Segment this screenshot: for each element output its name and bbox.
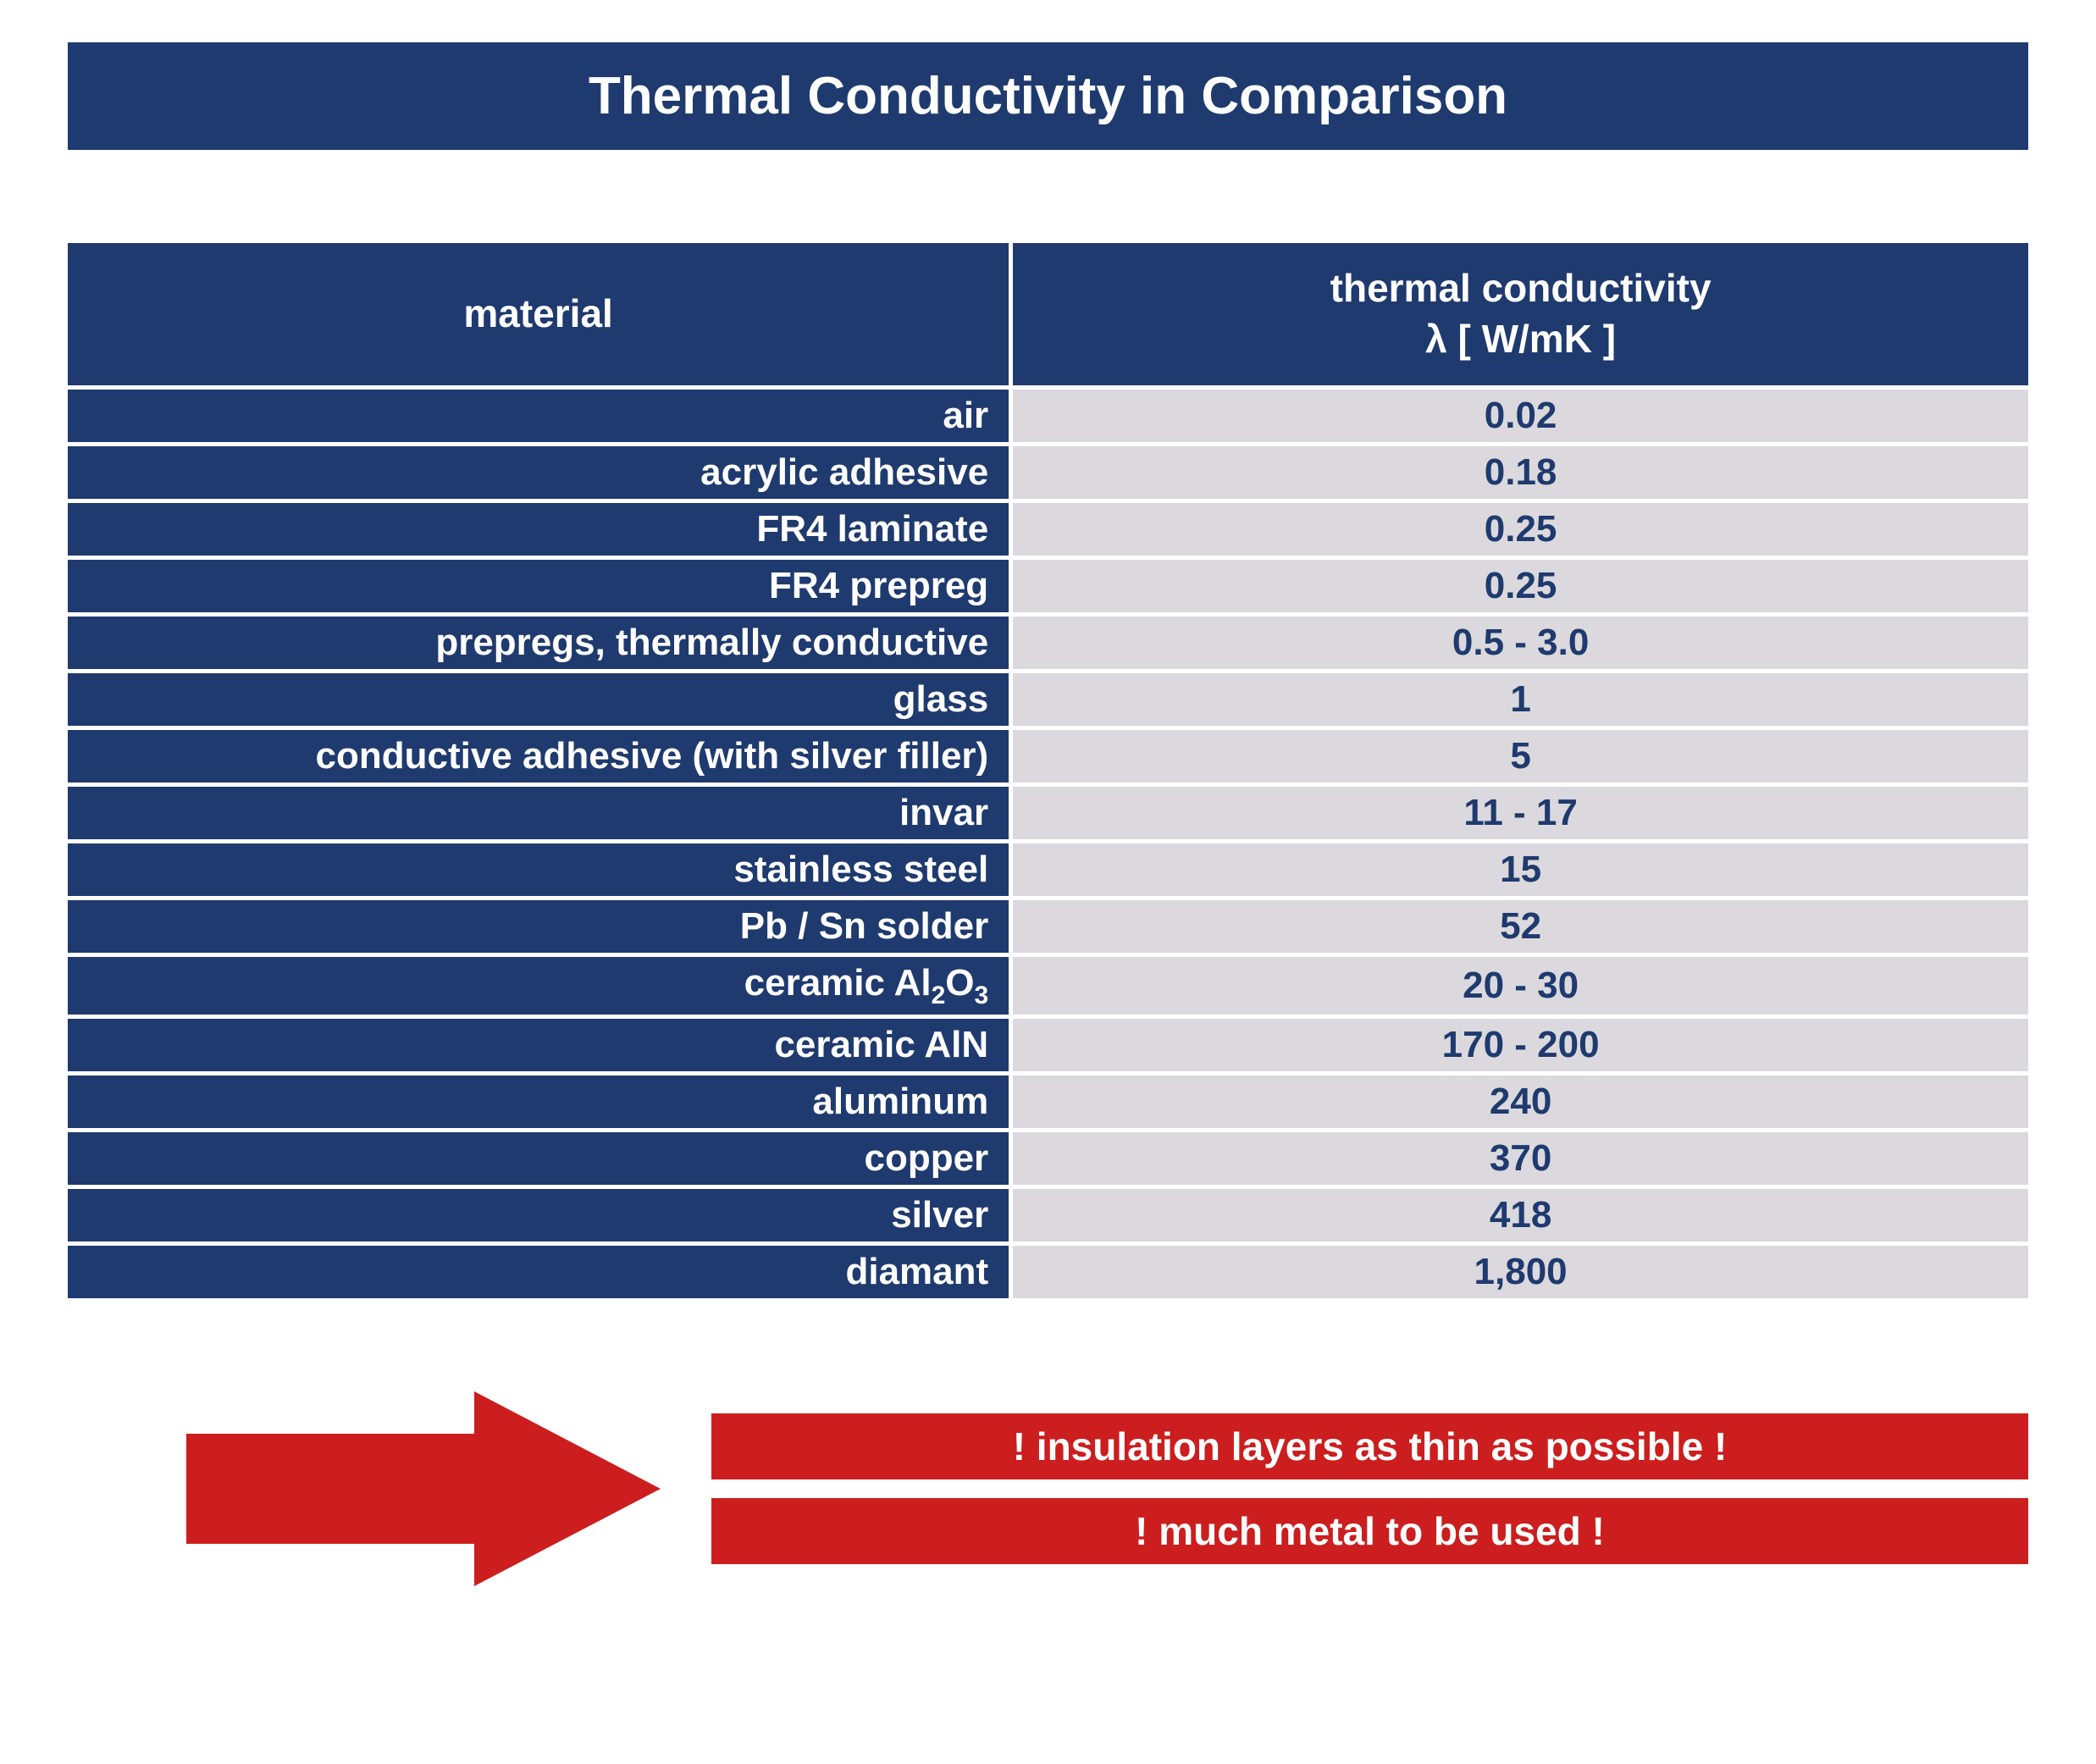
table-row: FR4 prepreg0.25 xyxy=(68,556,2028,612)
material-cell: glass xyxy=(68,669,1009,726)
table-row: ceramic Al2O320 - 30 xyxy=(68,953,2028,1015)
header-conductivity-line1: thermal conductivity xyxy=(1330,266,1712,310)
material-cell: Pb / Sn solder xyxy=(68,896,1009,953)
conductivity-table: material thermal conductivity λ [ W/mK ]… xyxy=(68,243,2028,1298)
value-cell: 0.25 xyxy=(1009,556,2028,612)
table-row: FR4 laminate0.25 xyxy=(68,499,2028,556)
callout-metal: ! much metal to be used ! xyxy=(711,1498,2028,1564)
table-body: air0.02acrylic adhesive0.18FR4 laminate0… xyxy=(68,385,2028,1299)
arrow-icon xyxy=(186,1391,661,1586)
material-cell: FR4 prepreg xyxy=(68,556,1009,612)
value-cell: 1,800 xyxy=(1009,1241,2028,1298)
material-cell: FR4 laminate xyxy=(68,499,1009,556)
material-cell: prepregs, thermally conductive xyxy=(68,612,1009,669)
table-row: air0.02 xyxy=(68,385,2028,442)
value-cell: 20 - 30 xyxy=(1009,953,2028,1015)
material-cell: copper xyxy=(68,1128,1009,1185)
value-cell: 1 xyxy=(1009,669,2028,726)
page-title: Thermal Conductivity in Comparison xyxy=(68,42,2028,150)
header-conductivity-line2: λ [ W/mK ] xyxy=(1425,317,1616,361)
value-cell: 240 xyxy=(1009,1071,2028,1128)
table-row: invar11 - 17 xyxy=(68,782,2028,839)
table-row: acrylic adhesive0.18 xyxy=(68,442,2028,499)
value-cell: 170 - 200 xyxy=(1009,1015,2028,1071)
material-cell: aluminum xyxy=(68,1071,1009,1128)
value-cell: 0.5 - 3.0 xyxy=(1009,612,2028,669)
conductivity-table-container: material thermal conductivity λ [ W/mK ]… xyxy=(68,243,2028,1298)
material-cell: silver xyxy=(68,1185,1009,1241)
material-cell: acrylic adhesive xyxy=(68,442,1009,499)
table-row: stainless steel15 xyxy=(68,839,2028,896)
value-cell: 52 xyxy=(1009,896,2028,953)
material-cell: ceramic AlN xyxy=(68,1015,1009,1071)
value-cell: 5 xyxy=(1009,726,2028,782)
table-row: Pb / Sn solder52 xyxy=(68,896,2028,953)
value-cell: 11 - 17 xyxy=(1009,782,2028,839)
table-row: diamant1,800 xyxy=(68,1241,2028,1298)
table-row: prepregs, thermally conductive0.5 - 3.0 xyxy=(68,612,2028,669)
value-cell: 0.25 xyxy=(1009,499,2028,556)
table-row: ceramic AlN170 - 200 xyxy=(68,1015,2028,1071)
value-cell: 15 xyxy=(1009,839,2028,896)
material-cell: ceramic Al2O3 xyxy=(68,953,1009,1015)
table-row: glass1 xyxy=(68,669,2028,726)
material-cell: stainless steel xyxy=(68,839,1009,896)
table-row: conductive adhesive (with silver filler)… xyxy=(68,726,2028,782)
header-conductivity: thermal conductivity λ [ W/mK ] xyxy=(1009,243,2028,385)
material-cell: invar xyxy=(68,782,1009,839)
material-cell: air xyxy=(68,385,1009,442)
header-material: material xyxy=(68,243,1009,385)
table-row: silver418 xyxy=(68,1185,2028,1241)
table-row: aluminum240 xyxy=(68,1071,2028,1128)
callout-texts: ! insulation layers as thin as possible … xyxy=(711,1413,2028,1564)
callout-insulation: ! insulation layers as thin as possible … xyxy=(711,1413,2028,1479)
value-cell: 0.02 xyxy=(1009,385,2028,442)
material-cell: conductive adhesive (with silver filler) xyxy=(68,726,1009,782)
table-row: copper370 xyxy=(68,1128,2028,1185)
material-cell: diamant xyxy=(68,1241,1009,1298)
value-cell: 418 xyxy=(1009,1185,2028,1241)
callout-section: ! insulation layers as thin as possible … xyxy=(186,1391,2028,1586)
value-cell: 370 xyxy=(1009,1128,2028,1185)
value-cell: 0.18 xyxy=(1009,442,2028,499)
